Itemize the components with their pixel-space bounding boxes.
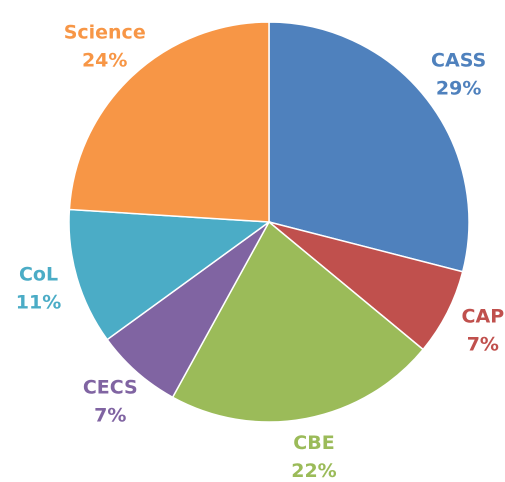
slice-value-label: 11% — [16, 291, 61, 313]
slice-label: CAP — [462, 305, 505, 327]
slice-label: CoL — [19, 263, 58, 285]
pie-slice — [68, 208, 272, 341]
slice-label: Science — [64, 22, 146, 44]
slice-value-label: 7% — [467, 333, 499, 355]
pie-slice — [268, 21, 470, 273]
slice-label: CECS — [83, 377, 138, 399]
slice-value-label: 24% — [82, 50, 127, 72]
slice-value-label: 7% — [94, 405, 126, 427]
slice-value-label: 29% — [436, 77, 481, 99]
slice-label: CASS — [431, 49, 486, 71]
slice-value-label: 22% — [291, 460, 336, 482]
pie-slice — [171, 220, 425, 423]
pie-slice — [68, 21, 270, 223]
slice-label: CBE — [293, 432, 334, 454]
